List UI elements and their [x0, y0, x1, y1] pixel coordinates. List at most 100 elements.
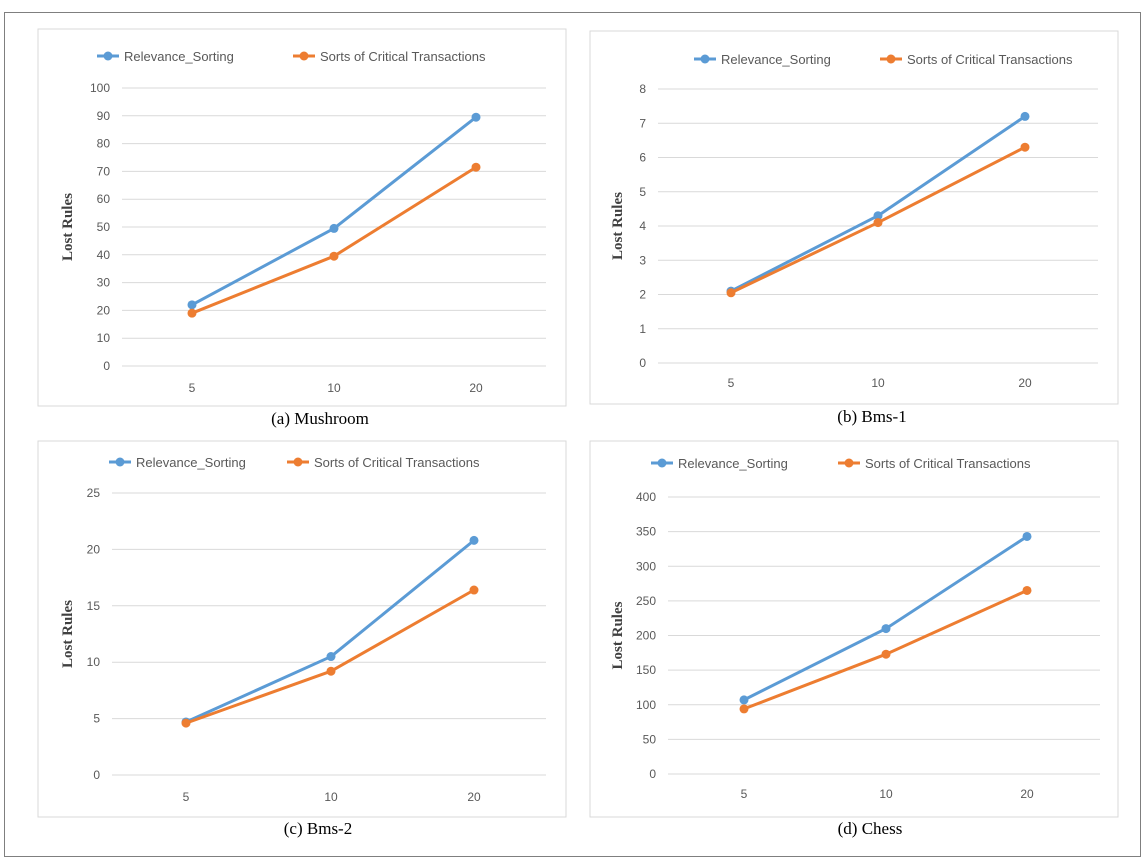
data-point-series-1: [739, 695, 749, 705]
x-tick-label: 10: [871, 376, 885, 390]
data-point-series-2: [187, 308, 197, 318]
chart-area-border: [37, 440, 567, 818]
data-point-series-2: [1020, 142, 1030, 152]
y-tick-label: 90: [97, 109, 111, 123]
chart-panel-2: 0 5 10 15 20 25 5 10 20 Lost Rules Relevance_Sorti…: [37, 440, 567, 838]
chart-area-border: [37, 28, 567, 407]
data-point-series-1: [469, 535, 479, 545]
x-tick-label: 20: [469, 381, 483, 395]
y-tick-label: 10: [97, 331, 111, 345]
y-tick-label: 20: [87, 542, 101, 556]
y-tick-label: 80: [97, 137, 111, 151]
y-tick-label: 0: [93, 768, 100, 782]
x-tick-label: 10: [324, 790, 338, 804]
data-point-series-1: [1022, 531, 1032, 541]
y-tick-label: 0: [649, 767, 656, 781]
data-point-series-2: [326, 666, 336, 676]
y-tick-label: 40: [97, 248, 111, 262]
legend-entry-2: Sorts of Critical Transactions: [314, 455, 480, 470]
data-point-series-2: [181, 718, 191, 728]
y-tick-label: 30: [97, 276, 111, 290]
data-point-series-1: [326, 652, 336, 662]
y-tick-label: 5: [93, 712, 100, 726]
data-point-series-1: [1020, 111, 1030, 121]
panel-caption: (b) Bms-1: [837, 407, 906, 426]
y-tick-label: 150: [636, 663, 656, 677]
data-point-series-1: [329, 223, 339, 233]
data-point-series-2: [329, 251, 339, 261]
data-point-series-1: [471, 112, 481, 122]
data-point-series-2: [1022, 585, 1032, 595]
y-tick-label: 50: [643, 732, 657, 746]
legend-marker-2: [293, 457, 303, 467]
y-tick-label: 8: [639, 82, 646, 96]
y-tick-label: 100: [636, 698, 656, 712]
legend-marker-1: [115, 457, 125, 467]
data-point-series-1: [881, 624, 891, 634]
y-tick-label: 2: [639, 288, 646, 302]
y-tick-label: 6: [639, 151, 646, 165]
y-tick-label: 300: [636, 559, 656, 573]
y-tick-label: 20: [97, 303, 111, 317]
y-axis-label: Lost Rules: [60, 600, 76, 668]
x-tick-label: 5: [183, 790, 190, 804]
x-tick-label: 10: [327, 381, 341, 395]
data-point-series-2: [471, 162, 481, 172]
panel-caption: (d) Chess: [838, 819, 903, 838]
y-tick-label: 0: [639, 356, 646, 370]
data-point-series-1: [187, 300, 197, 310]
x-tick-label: 5: [189, 381, 196, 395]
x-tick-label: 5: [728, 376, 735, 390]
x-tick-label: 20: [1018, 376, 1032, 390]
legend-entry-2: Sorts of Critical Transactions: [865, 456, 1031, 471]
y-tick-label: 60: [97, 192, 111, 206]
y-tick-label: 25: [87, 486, 101, 500]
panel-caption: (c) Bms-2: [284, 819, 352, 838]
x-tick-label: 20: [467, 790, 481, 804]
data-point-series-2: [873, 218, 883, 228]
data-point-series-2: [726, 288, 736, 298]
y-axis-label: Lost Rules: [610, 601, 626, 669]
legend-entry-2: Sorts of Critical Transactions: [907, 52, 1073, 67]
chart-area-border: [589, 440, 1119, 818]
chart-area-border: [589, 30, 1119, 405]
chart-panel-0: 0 10 20 30 40 50 60 70 80 90 100 5 10 20 Lost Rules Rel…: [37, 28, 567, 428]
y-tick-label: 350: [636, 525, 656, 539]
data-point-series-2: [469, 585, 479, 595]
data-point-series-1: [873, 211, 883, 221]
y-tick-label: 4: [639, 219, 646, 233]
data-point-series-2: [739, 704, 749, 714]
y-axis-label: Lost Rules: [60, 193, 76, 261]
y-tick-label: 5: [639, 185, 646, 199]
legend-entry-1: Relevance_Sorting: [678, 456, 788, 471]
chart-panel-3: 0 50 100 150 200 250 300 350 400 5 10 20 Lost Rules R…: [589, 440, 1119, 838]
x-tick-label: 20: [1020, 787, 1034, 801]
legend-marker-2: [886, 54, 896, 64]
y-tick-label: 10: [87, 655, 101, 669]
legend-marker-1: [657, 458, 667, 468]
y-tick-label: 70: [97, 164, 111, 178]
legend-entry-1: Relevance_Sorting: [136, 455, 246, 470]
chart-panel-1: 0 1 2 3 4 5 6 7 8 5 10 20 Lost Rules Relevance_Sortin…: [589, 30, 1119, 426]
y-tick-label: 100: [90, 81, 110, 95]
y-tick-label: 200: [636, 629, 656, 643]
legend-marker-1: [700, 54, 710, 64]
x-tick-label: 10: [879, 787, 893, 801]
y-tick-label: 400: [636, 490, 656, 504]
y-axis-label: Lost Rules: [610, 192, 626, 260]
y-tick-label: 250: [636, 594, 656, 608]
legend-entry-2: Sorts of Critical Transactions: [320, 49, 486, 64]
y-tick-label: 1: [639, 322, 646, 336]
legend-entry-1: Relevance_Sorting: [721, 52, 831, 67]
y-tick-label: 7: [639, 116, 646, 130]
legend-marker-2: [299, 51, 309, 61]
y-tick-label: 3: [639, 253, 646, 267]
data-point-series-2: [881, 649, 891, 659]
legend-marker-2: [844, 458, 854, 468]
y-tick-label: 15: [87, 599, 101, 613]
panel-caption: (a) Mushroom: [271, 409, 369, 428]
legend-marker-1: [103, 51, 113, 61]
y-tick-label: 0: [103, 359, 110, 373]
legend-entry-1: Relevance_Sorting: [124, 49, 234, 64]
